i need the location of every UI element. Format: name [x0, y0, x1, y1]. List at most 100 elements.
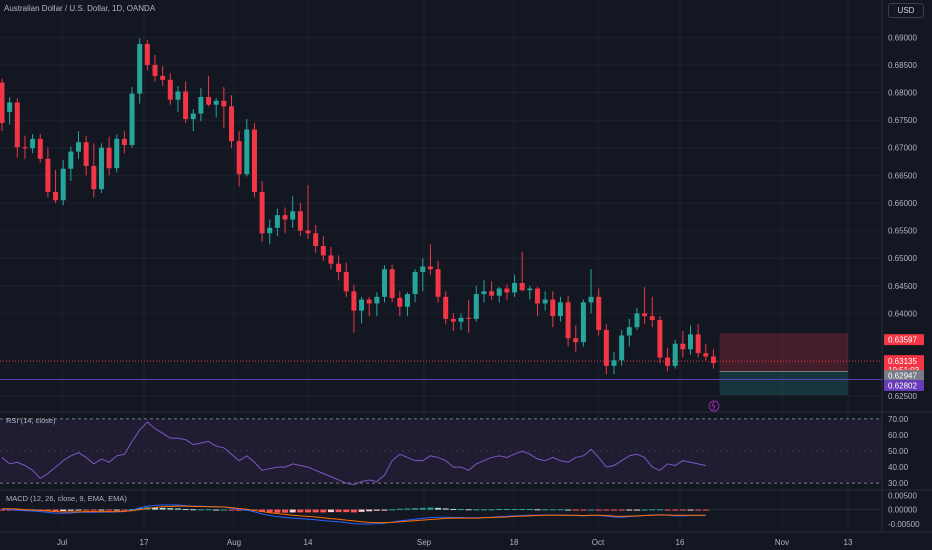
candle-body — [259, 191, 265, 234]
candle-body — [557, 302, 563, 317]
candle-body — [466, 317, 472, 319]
candle-body — [336, 263, 342, 272]
candle-body — [535, 288, 540, 304]
time-tick-label: Nov — [775, 538, 789, 547]
last-price-tag: 0.63135 — [888, 357, 917, 366]
macd-histogram-bar — [404, 508, 411, 510]
price-tick-label: 0.67000 — [888, 144, 917, 153]
candle-body — [680, 343, 686, 350]
candle-body — [695, 334, 701, 354]
macd-histogram-bar — [572, 509, 579, 511]
candle-body — [412, 271, 418, 295]
macd-histogram-bar — [75, 509, 82, 511]
candle-body — [328, 255, 334, 264]
rsi-line — [1, 421, 706, 486]
rsi-legend[interactable]: RSI (14, close) — [6, 416, 56, 425]
macd-histogram-bar — [106, 509, 113, 511]
macd-histogram-bar — [305, 509, 311, 513]
rsi-tick-label: 50.00 — [888, 447, 909, 456]
candle-body — [98, 147, 104, 190]
macd-histogram-bar — [182, 509, 189, 511]
candle-body — [542, 299, 548, 304]
candle-body — [0, 82, 5, 123]
macd-histogram-bar — [266, 509, 273, 513]
macd-histogram-bar — [488, 509, 495, 511]
candle-body — [458, 317, 464, 322]
candle-body — [665, 357, 671, 366]
macd-histogram-bar — [129, 509, 136, 511]
candle-body — [282, 215, 288, 220]
candle-body — [106, 147, 112, 169]
rsi-tick-label: 30.00 — [888, 479, 909, 488]
macd-legend[interactable]: MACD (12, 26, close, 9, EMA, EMA) — [6, 494, 127, 503]
macd-histogram-bar — [159, 507, 166, 510]
candle-body — [420, 266, 426, 272]
macd-histogram-bar — [350, 509, 357, 513]
candle-body — [60, 168, 66, 201]
currency-button[interactable]: USD — [888, 3, 924, 18]
macd-histogram-bar — [373, 509, 380, 511]
macd-histogram-bar — [282, 509, 289, 513]
macd-histogram-bar — [289, 509, 296, 513]
rsi-tick-label: 40.00 — [888, 463, 909, 472]
candle-body — [504, 288, 510, 293]
candle-body — [297, 211, 303, 231]
macd-histogram-bar — [473, 509, 480, 511]
macd-histogram-bar — [152, 507, 158, 510]
rsi-tick-label: 60.00 — [888, 431, 909, 440]
macd-histogram-bar — [641, 509, 648, 511]
candle-body — [76, 142, 81, 152]
price-tick-label: 0.62500 — [888, 392, 917, 401]
macd-histogram-bar — [52, 509, 59, 512]
candle-body — [91, 165, 97, 190]
macd-histogram-bar — [21, 509, 28, 511]
candle-body — [657, 320, 663, 358]
price-tick-label: 0.65500 — [888, 227, 917, 236]
macd-histogram-bar — [611, 509, 617, 511]
macd-histogram-bar — [327, 509, 334, 513]
candle-body — [160, 75, 166, 80]
candle-body — [7, 102, 13, 112]
macd-histogram-bar — [519, 509, 526, 511]
candle-body — [374, 296, 380, 304]
macd-histogram-bar — [320, 509, 327, 513]
candle-body — [588, 296, 594, 303]
time-tick-label: Sep — [417, 538, 432, 547]
macd-histogram-bar — [534, 509, 541, 511]
rsi-band — [0, 418, 882, 484]
candle-body — [114, 138, 120, 169]
candle-body — [489, 291, 495, 296]
macd-histogram-bar — [511, 509, 518, 511]
macd-histogram-bar — [312, 509, 319, 513]
candle-body — [320, 246, 326, 256]
macd-histogram-bar — [557, 509, 564, 511]
candle-body — [550, 299, 556, 317]
candle-body — [565, 302, 571, 339]
macd-histogram-bar — [549, 509, 556, 511]
price-tick-label: 0.64000 — [888, 309, 917, 318]
macd-histogram-bar — [435, 507, 442, 510]
candle-body — [611, 360, 617, 366]
candle-body — [198, 96, 204, 114]
price-tick-label: 0.69000 — [888, 33, 917, 42]
macd-histogram-bar — [98, 509, 105, 511]
macd-tick-label: -0.00500 — [888, 520, 920, 529]
candle-body — [183, 91, 189, 120]
candle-body — [473, 294, 479, 319]
macd-histogram-bar — [702, 509, 709, 511]
macd-histogram-bar — [496, 509, 503, 511]
target-price-tag-bg — [884, 380, 924, 392]
candle-body — [359, 299, 365, 311]
candle-body — [129, 93, 135, 145]
macd-histogram-bar — [335, 509, 342, 513]
macd-histogram-bar — [136, 507, 143, 510]
price-tick-label: 0.66000 — [888, 199, 917, 208]
macd-histogram-bar — [121, 509, 128, 511]
macd-histogram-bar — [236, 509, 243, 511]
macd-histogram-bar — [228, 509, 235, 511]
macd-histogram-bar — [480, 509, 487, 511]
candle-body — [144, 43, 150, 65]
candle-body — [649, 316, 655, 321]
candle-body — [580, 302, 586, 343]
